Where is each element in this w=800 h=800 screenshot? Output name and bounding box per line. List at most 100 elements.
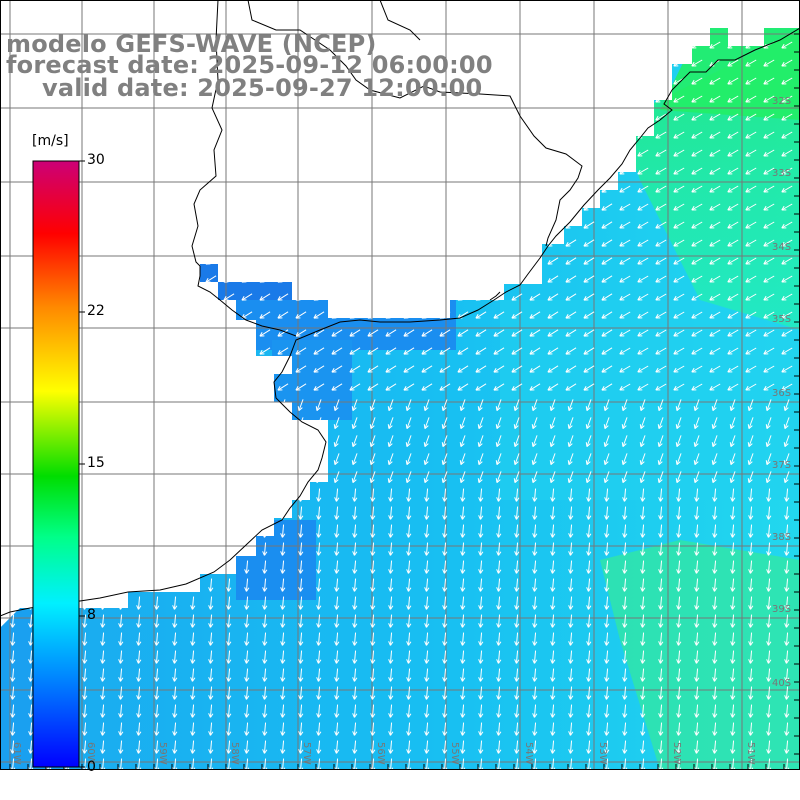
wind-arrow	[763, 311, 775, 319]
wind-arrow	[226, 506, 232, 520]
wind-arrow	[385, 113, 397, 121]
wind-arrow	[351, 435, 358, 448]
wind-arrow	[313, 131, 325, 139]
wind-arrow	[549, 417, 556, 430]
wind-arrow	[82, 560, 88, 574]
wind-arrow	[151, 311, 163, 319]
wind-arrow	[172, 488, 178, 502]
wind-arrow	[367, 257, 379, 265]
wind-arrow	[657, 453, 664, 466]
wind-arrow	[475, 41, 487, 49]
wind-arrow	[10, 596, 16, 610]
wind-arrow	[189, 417, 196, 430]
wind-arrow	[241, 347, 253, 355]
wind-arrow	[313, 257, 325, 265]
wind-arrow	[619, 113, 631, 121]
wind-arrow	[693, 453, 700, 466]
wind-arrow	[279, 435, 286, 448]
wind-arrow	[675, 399, 682, 412]
wind-arrow	[567, 453, 574, 466]
wind-arrow	[565, 203, 577, 211]
wind-arrow	[223, 365, 235, 373]
wind-arrow	[261, 435, 268, 448]
wind-arrow	[691, 329, 703, 337]
wind-arrow	[225, 417, 232, 430]
colorbar	[32, 160, 85, 768]
wind-arrow	[190, 542, 196, 556]
wind-arrow	[441, 471, 448, 484]
wind-arrow	[639, 399, 646, 412]
wind-arrow	[655, 329, 667, 337]
wind-arrow	[243, 453, 250, 466]
wind-arrow	[709, 311, 721, 319]
wind-arrow	[331, 167, 343, 175]
wind-arrow	[493, 185, 505, 193]
wind-arrow	[493, 329, 505, 337]
wind-arrow	[727, 347, 739, 355]
wind-arrow	[241, 257, 253, 265]
wind-arrow	[331, 257, 343, 265]
wind-arrow	[511, 257, 523, 265]
wind-arrow	[709, 365, 721, 373]
wind-arrow	[10, 578, 16, 592]
wind-arrow	[331, 275, 343, 283]
wind-arrow	[691, 185, 703, 193]
wind-arrow	[619, 131, 631, 139]
wind-arrow	[439, 203, 451, 211]
wind-arrow	[277, 167, 289, 175]
wind-arrow	[169, 275, 181, 283]
wind-arrow	[511, 131, 523, 139]
wind-arrow	[601, 167, 613, 175]
wind-arrow	[673, 311, 685, 319]
wind-arrow	[493, 77, 505, 85]
wind-arrow	[439, 293, 451, 301]
wind-arrow	[619, 275, 631, 283]
wind-arrow	[583, 293, 595, 301]
wind-arrow	[547, 41, 559, 49]
wind-arrow	[367, 167, 379, 175]
wind-arrow	[331, 365, 343, 373]
wind-arrow	[349, 113, 361, 121]
wind-arrow	[673, 95, 685, 103]
wind-arrow	[673, 203, 685, 211]
latitude-label: 40S	[772, 678, 791, 689]
wind-arrow	[639, 417, 646, 430]
wind-arrow	[187, 221, 199, 229]
wind-arrow	[277, 221, 289, 229]
wind-arrow	[225, 435, 232, 448]
wind-arrow	[619, 383, 631, 391]
wind-arrow	[403, 185, 415, 193]
wind-arrow	[151, 347, 163, 355]
wind-arrow	[531, 471, 538, 484]
wind-arrow	[223, 383, 235, 391]
wind-arrow	[637, 95, 649, 103]
wind-arrow	[331, 329, 343, 337]
wind-arrow	[367, 131, 379, 139]
wind-arrow	[171, 417, 178, 430]
wind-arrow	[369, 453, 376, 466]
wind-arrow	[619, 365, 631, 373]
wind-arrow	[765, 453, 772, 466]
wind-arrow	[405, 417, 412, 430]
wind-arrow	[729, 435, 736, 448]
wind-arrow	[619, 59, 631, 67]
wind-arrow	[421, 239, 433, 247]
wind-arrow	[151, 365, 163, 373]
wind-arrow	[333, 399, 340, 412]
wind-arrow	[601, 131, 613, 139]
wind-arrow	[387, 435, 394, 448]
wind-arrow	[727, 293, 739, 301]
wind-arrow	[475, 329, 487, 337]
colorbar-unit-label: [m/s]	[32, 133, 69, 149]
wind-arrow	[313, 329, 325, 337]
wind-arrow	[765, 399, 772, 412]
wind-arrow	[637, 239, 649, 247]
wind-arrow	[673, 257, 685, 265]
wind-arrow	[187, 113, 199, 121]
wind-arrow	[585, 417, 592, 430]
wind-arrow	[369, 417, 376, 430]
wind-arrow	[457, 131, 469, 139]
wind-arrow	[781, 167, 793, 175]
wind-arrow	[313, 203, 325, 211]
wind-arrow	[493, 383, 505, 391]
